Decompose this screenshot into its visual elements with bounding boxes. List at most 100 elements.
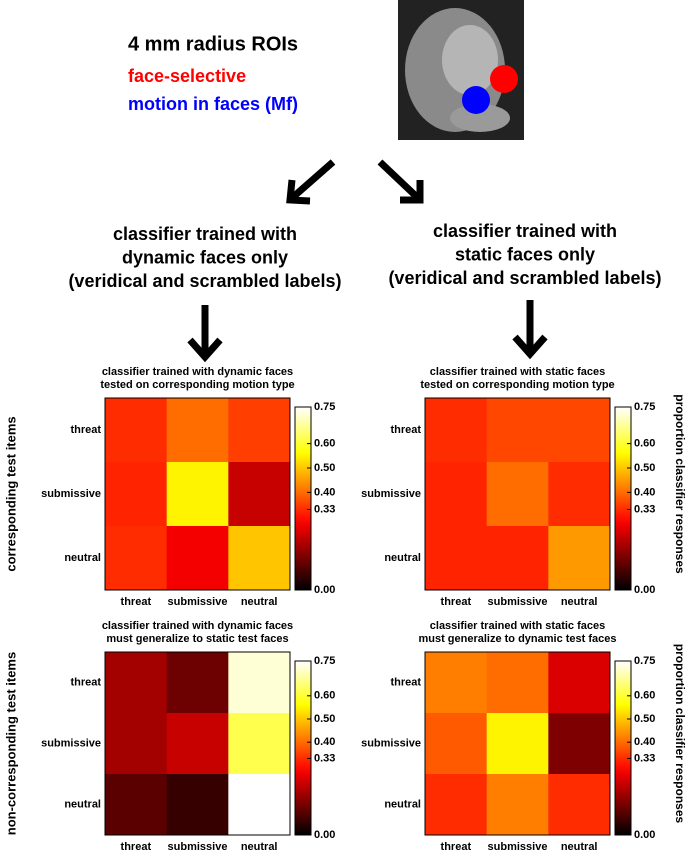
y-tick-label: threat [70,676,101,688]
x-tick-label: neutral [561,841,598,853]
heatmap-cell [105,462,168,527]
heatmap-cell [228,398,291,463]
x-tick-label: neutral [241,841,278,853]
heatmap-cell [425,526,488,591]
x-tick-label: submissive [488,841,548,853]
heatmap-cell [486,526,549,591]
caption-line: static faces only [455,244,595,264]
heatmap-cell [486,398,549,463]
heatmap-cell [166,774,229,836]
x-tick-label: submissive [168,841,228,853]
caption-line: classifier trained with [433,221,617,241]
heatmap-cell [166,462,229,527]
colorbar-tick-label: 0.33 [634,503,655,515]
x-tick-label: submissive [168,596,228,608]
y-tick-label: neutral [384,552,421,564]
heatmap-cell [228,713,291,775]
colorbar [294,406,312,591]
heatmap-cell [105,652,168,714]
colorbar-tick-label: 0.33 [314,752,335,764]
heatmap-cell [425,652,488,714]
heatmap-cell [166,398,229,463]
colorbar-label: proportion classifier responses [673,394,687,574]
x-tick-label: threat [121,596,152,608]
heatmap-cell [228,526,291,591]
colorbar-tick-label: 0.50 [634,713,655,725]
chart-title: classifier trained with static faces [430,366,605,378]
header-title: 4 mm radius ROIs [128,33,298,55]
colorbar-tick-label: 0.00 [314,584,335,596]
row-label: non-corresponding test items [3,652,18,835]
heatmap-cell [548,462,611,527]
heatmap-cell [548,774,611,836]
y-tick-label: submissive [41,488,101,500]
colorbar-tick-label: 0.75 [314,401,335,413]
colorbar-tick-label: 0.40 [634,736,655,748]
colorbar [614,406,632,591]
heatmap-cell [548,713,611,775]
heatmap-cell [166,526,229,591]
colorbar-tick-label: 0.60 [634,690,655,702]
heatmap-cell [105,713,168,775]
x-tick-label: neutral [241,596,278,608]
colorbar [614,660,632,836]
heatmap-cell [425,713,488,775]
colorbar-tick-label: 0.00 [634,829,655,841]
x-tick-label: threat [441,596,472,608]
colorbar-tick-label: 0.60 [314,438,335,450]
x-tick-label: threat [121,841,152,853]
caption-line: (veridical and scrambled labels) [68,271,341,291]
chart-title: must generalize to dynamic test faces [418,633,616,645]
heatmap-cell [486,774,549,836]
heatmap-cell [166,652,229,714]
heatmap-cell [486,652,549,714]
heatmap-cell [486,713,549,775]
colorbar-tick-label: 0.75 [634,655,655,667]
colorbar-tick-label: 0.60 [314,690,335,702]
y-tick-label: threat [390,424,421,436]
colorbar-tick-label: 0.60 [634,438,655,450]
chart-title: classifier trained with dynamic faces [102,620,293,632]
colorbar-tick-label: 0.40 [634,486,655,498]
colorbar-tick-label: 0.50 [634,462,655,474]
colorbar-tick-label: 0.33 [634,752,655,764]
caption-line: dynamic faces only [122,247,288,267]
plot-frame [104,397,291,591]
heatmap-cell [548,526,611,591]
brain-image [398,0,524,140]
heatmap-cell [425,462,488,527]
heatmap-cell [105,774,168,836]
colorbar-tick-label: 0.40 [314,736,335,748]
colorbar [294,660,312,836]
heatmap-cell [228,652,291,714]
row-label: corresponding test items [3,416,18,571]
colorbar-tick-label: 0.75 [634,401,655,413]
colorbar-tick-label: 0.00 [314,829,335,841]
chart-title: tested on corresponding motion type [100,379,294,391]
y-tick-label: threat [390,676,421,688]
y-tick-label: submissive [41,737,101,749]
colorbar-tick-label: 0.00 [634,584,655,596]
x-tick-label: neutral [561,596,598,608]
plot-frame [424,651,611,836]
caption-line: (veridical and scrambled labels) [388,268,661,288]
arrows [187,159,548,363]
chart-title: must generalize to static test faces [106,633,288,645]
chart-title: classifier trained with dynamic faces [102,366,293,378]
heatmap-cell [548,652,611,714]
x-tick-label: threat [441,841,472,853]
plot-frame [424,397,611,591]
colorbar-tick-label: 0.50 [314,713,335,725]
heatmap-cell [228,774,291,836]
heatmap-cell [486,462,549,527]
colorbar-tick-label: 0.75 [314,655,335,667]
heatmap-cell [425,774,488,836]
legend-item: face-selective [128,66,246,86]
y-tick-label: neutral [64,798,101,810]
chart-title: classifier trained with static faces [430,620,605,632]
heatmap-cell [228,462,291,527]
heatmap-cell [105,398,168,463]
heatmap-cell [105,526,168,591]
x-tick-label: submissive [488,596,548,608]
